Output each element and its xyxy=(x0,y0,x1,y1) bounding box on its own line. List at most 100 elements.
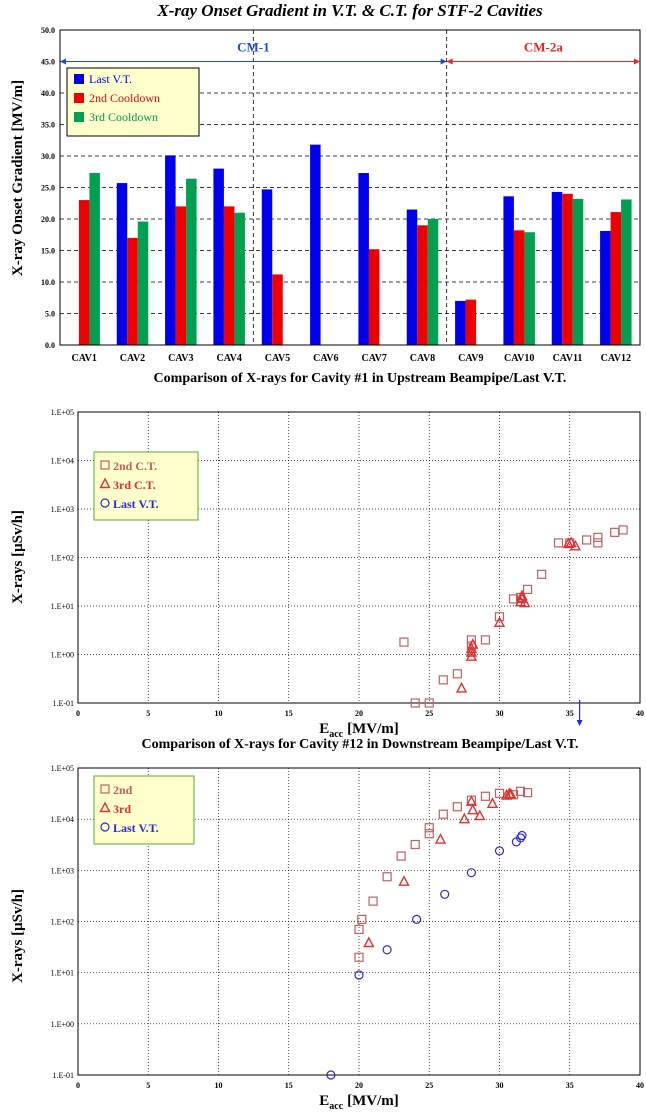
chart-cavity-12-xrays: Comparison of X-rays for Cavity #12 in D… xyxy=(10,737,644,1112)
legend-swatch xyxy=(74,112,84,122)
data-point xyxy=(467,803,479,815)
y-tick-label: 1.E+00 xyxy=(51,1020,74,1029)
data-point xyxy=(466,868,476,878)
data-point xyxy=(522,584,533,594)
data-point xyxy=(486,797,499,808)
bar xyxy=(406,209,418,345)
legend-label: 3rd xyxy=(113,802,131,816)
x-tick-label: 35 xyxy=(566,1081,574,1090)
x-tick-label: 30 xyxy=(496,1081,504,1090)
data-point xyxy=(565,536,577,548)
bar xyxy=(551,191,563,345)
data-point xyxy=(357,914,367,924)
legend-box xyxy=(93,775,195,845)
data-point xyxy=(424,829,434,839)
legend: 2nd 3rd Last V.T. xyxy=(93,775,195,845)
y-tick-label: 1.E+03 xyxy=(51,505,74,514)
data-point xyxy=(517,830,527,841)
y-tick-labels: 0.0 5.0 10.0 15.0 20.0 25.0 30.0 35.0 40.0 45.0 50… xyxy=(41,26,55,350)
legend-marker xyxy=(99,801,111,813)
x-tick-label: CAV3 xyxy=(168,353,193,364)
bar xyxy=(213,168,224,345)
x-tick-label: 25 xyxy=(425,709,433,718)
data-point xyxy=(424,823,434,833)
y-tick-label: 35.0 xyxy=(41,121,55,130)
bar xyxy=(562,193,573,345)
x-tick-label: CAV10 xyxy=(504,353,534,364)
y-tick-label: 1.E+04 xyxy=(51,457,74,466)
y-tick-label: 1.E+03 xyxy=(51,866,74,875)
data-point xyxy=(593,538,603,548)
bar xyxy=(310,144,321,345)
x-tick-label: 40 xyxy=(636,1081,644,1090)
x-tick-label: CAV1 xyxy=(71,353,96,364)
data-point xyxy=(494,846,505,856)
data-point xyxy=(382,872,392,882)
bar xyxy=(137,221,149,345)
bar xyxy=(272,274,283,345)
data-point xyxy=(424,698,434,708)
bar xyxy=(524,232,535,345)
bar xyxy=(513,230,525,345)
data-point xyxy=(494,788,505,798)
bar xyxy=(78,200,90,345)
data-point xyxy=(452,669,462,679)
x-tick-label: 25 xyxy=(425,1081,433,1090)
bar xyxy=(223,206,235,345)
y-tick-label: 1.E+05 xyxy=(51,764,74,773)
legend-marker xyxy=(100,460,110,470)
x-tick-label: CAV8 xyxy=(410,353,435,364)
legend-label: 2nd xyxy=(113,783,133,797)
y-tick-label: 1.E-01 xyxy=(52,1071,74,1080)
legend-swatch xyxy=(74,74,84,84)
y-tick-label: 1.E+02 xyxy=(51,554,74,563)
x-tick-labels: 0 5 10 15 20 25 30 35 40 xyxy=(76,1081,644,1090)
data-point xyxy=(519,596,531,608)
data-point xyxy=(398,875,410,886)
data-point xyxy=(493,616,506,628)
data-point xyxy=(500,789,513,800)
legend-label: 3rd Cooldown xyxy=(89,110,158,124)
annotation-label: CM-2a xyxy=(524,40,563,55)
y-tick-labels: 1.E-01 1.E+00 1.E+01 1.E+02 1.E+03 1.E+04 1.E+… xyxy=(51,408,74,708)
data-point xyxy=(354,952,364,962)
data-point xyxy=(438,809,448,819)
x-tick-label: 0 xyxy=(76,709,80,718)
bar xyxy=(417,225,428,345)
data-point xyxy=(438,675,448,685)
legend-box xyxy=(66,67,200,137)
data-point xyxy=(480,635,491,645)
legend-marker xyxy=(100,498,110,508)
data-point xyxy=(434,833,447,844)
legend: Last V.T. 2nd Cooldown 3rd Cooldown xyxy=(66,67,200,137)
legend-label: Last V.T. xyxy=(113,821,159,835)
x-tick-label: 40 xyxy=(636,709,644,718)
x-tick-label: CAV7 xyxy=(361,353,386,364)
x-tick-label: CAV6 xyxy=(313,353,338,364)
data-point xyxy=(452,802,462,812)
bar xyxy=(621,199,632,345)
bar xyxy=(358,173,369,345)
x-tick-labels: CAV1 CAV2 CAV3 CAV4 CAV5 CAV6 CAV7 CAV8 CAV9 CAV1… xyxy=(71,353,631,364)
data-point xyxy=(516,589,528,601)
y-axis-label: X-rays [μSv/h] xyxy=(10,510,26,604)
module-annotations: CM-1 CM-2a xyxy=(60,40,640,65)
x-tick-label: 35 xyxy=(566,709,574,718)
y-tick-label: 50.0 xyxy=(41,26,55,35)
x-tick-label: CAV4 xyxy=(216,353,241,364)
y-tick-label: 1.E+00 xyxy=(51,651,74,660)
x-tick-label: CAV5 xyxy=(265,353,290,364)
data-point xyxy=(569,539,582,551)
bars xyxy=(78,144,632,345)
chart-title: X-ray Onset Gradient in V.T. & C.T. for … xyxy=(156,1,543,20)
bar xyxy=(127,237,138,345)
data-point xyxy=(396,851,406,861)
legend-label: 3rd C.T. xyxy=(113,478,156,492)
data-point xyxy=(505,787,517,799)
data-point xyxy=(354,924,364,935)
x-tick-label: 30 xyxy=(496,709,504,718)
y-tick-label: 15.0 xyxy=(41,247,55,256)
x-tick-label: CAV2 xyxy=(120,353,145,364)
legend-box xyxy=(93,451,199,521)
